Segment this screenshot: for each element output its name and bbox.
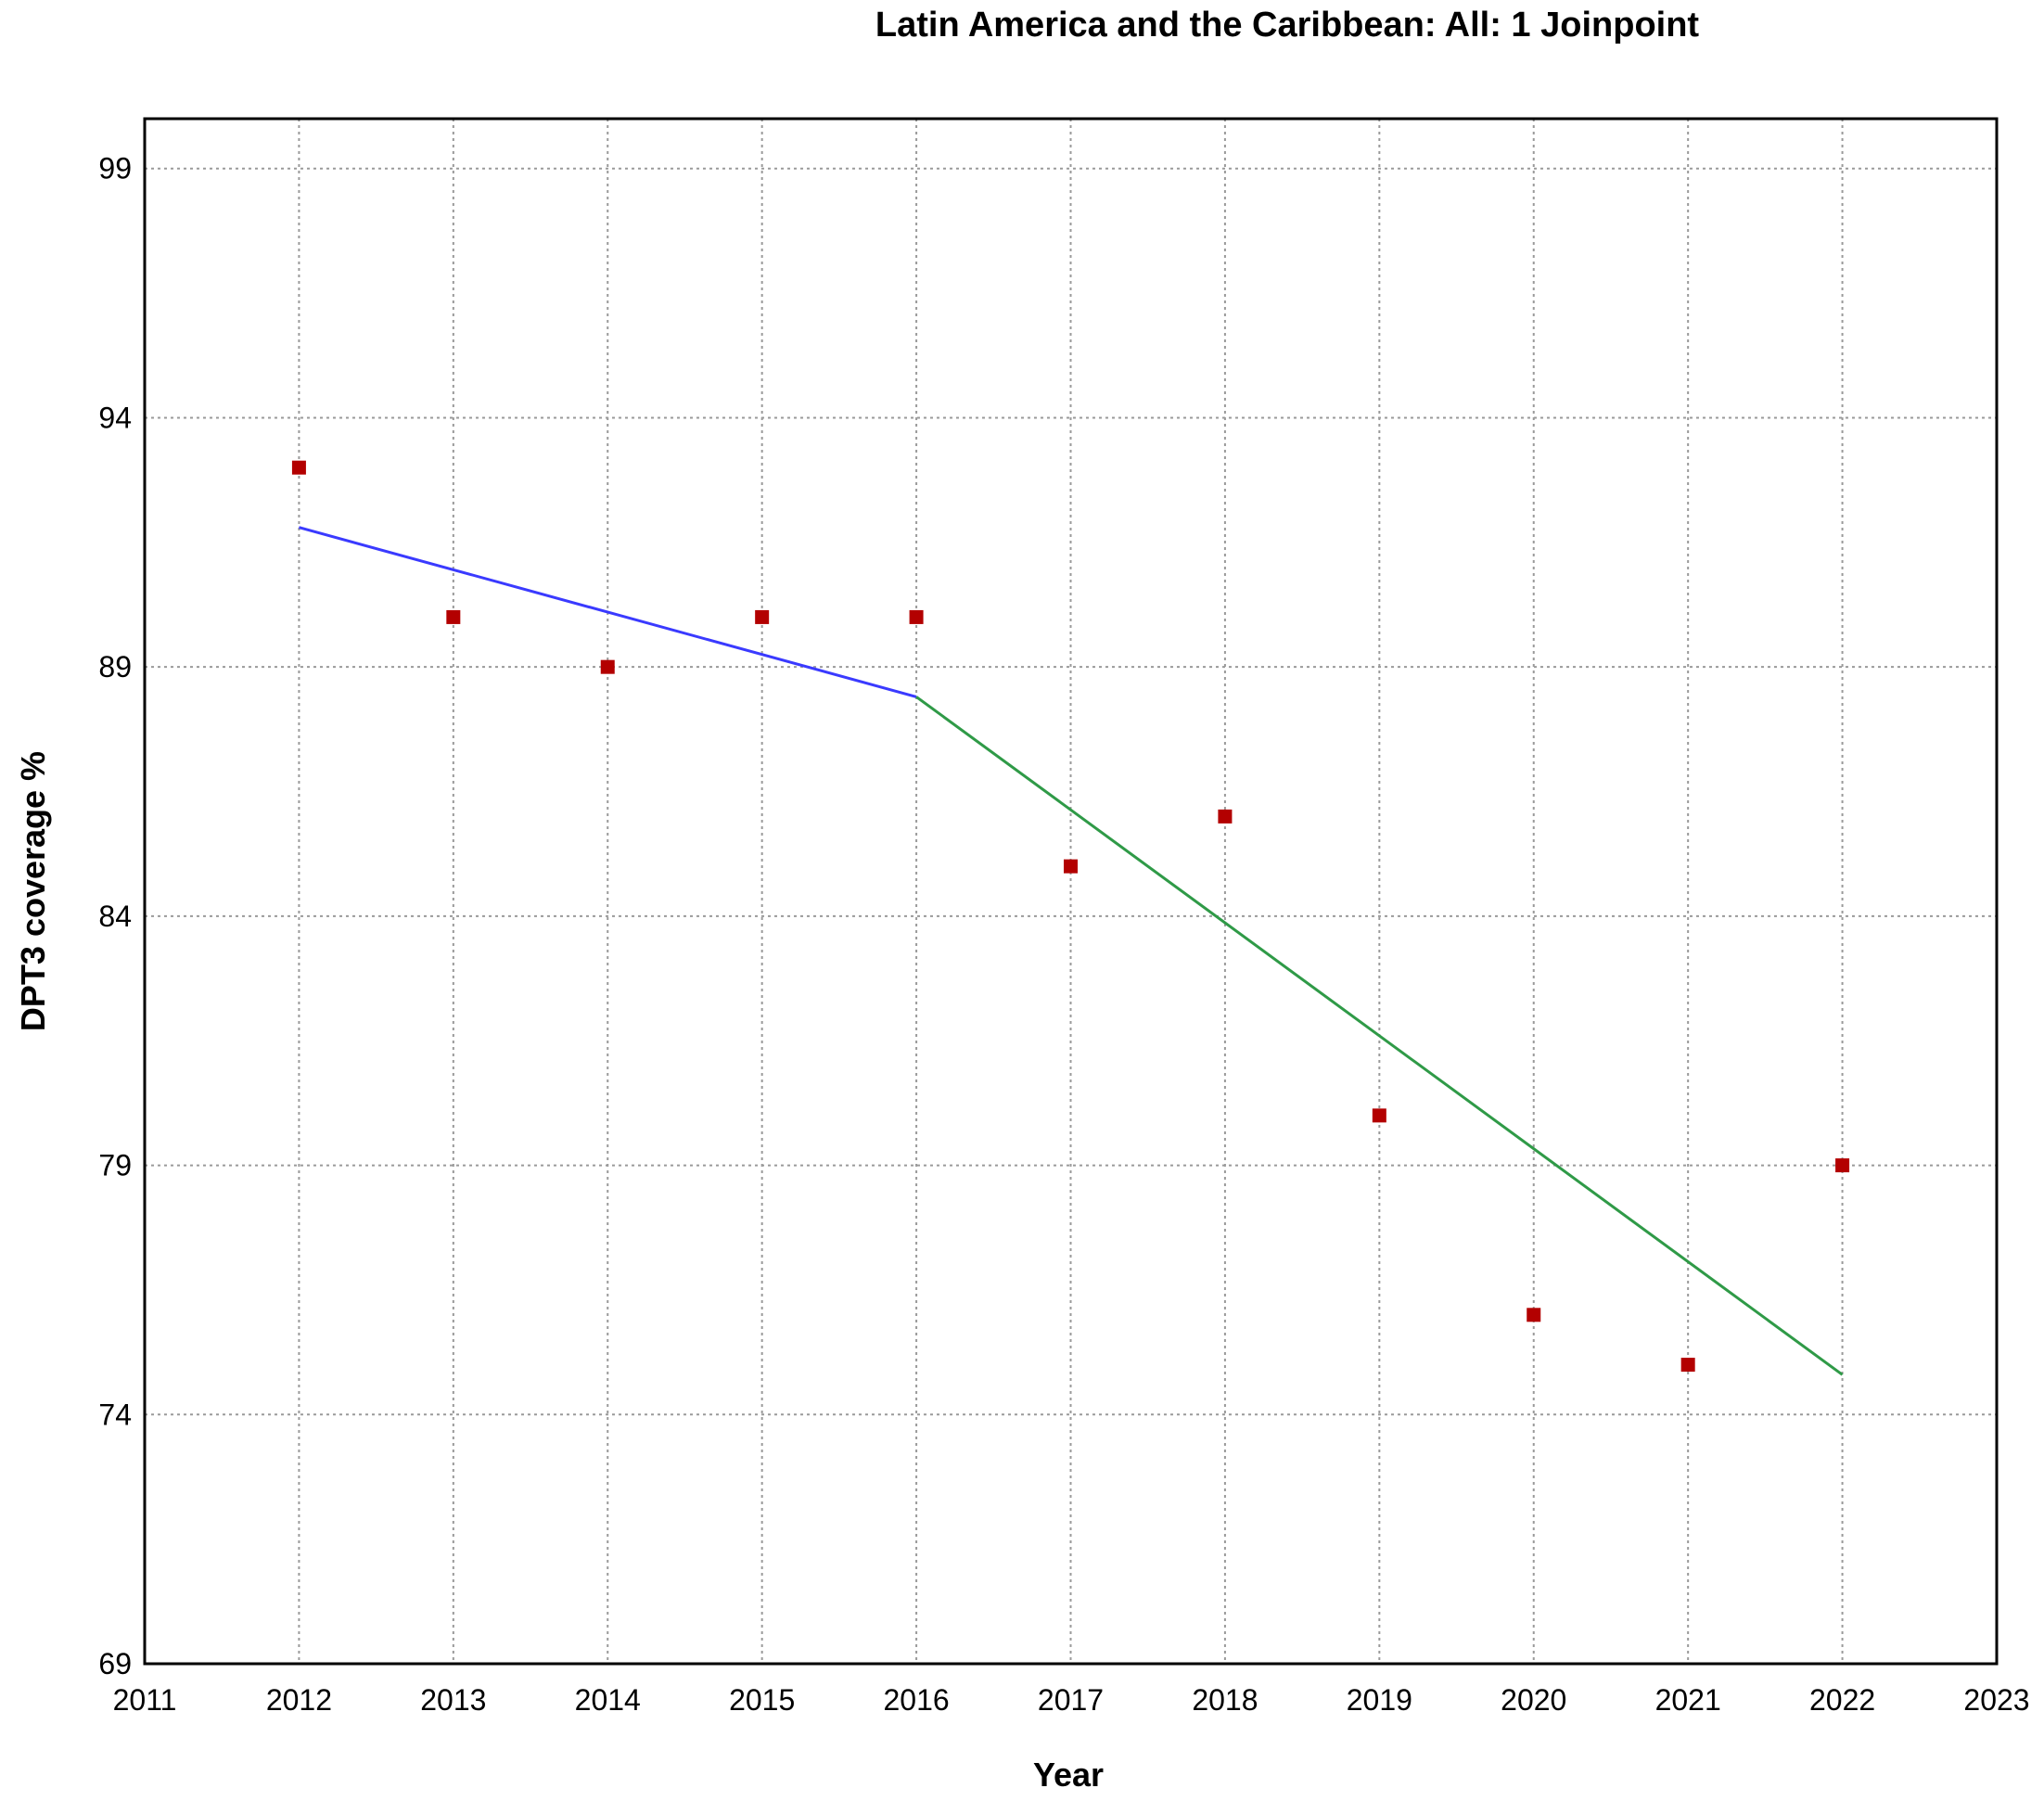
observed-point bbox=[600, 659, 615, 674]
x-tick-label: 2012 bbox=[266, 1683, 332, 1717]
series-layer bbox=[299, 526, 1844, 1376]
y-tick-label: 69 bbox=[98, 1647, 132, 1680]
y-tick-label: 94 bbox=[98, 401, 132, 434]
y-axis-label: DPT3 coverage % bbox=[14, 751, 52, 1031]
observed-point bbox=[1064, 859, 1078, 874]
joinpoint-segment-2 bbox=[915, 696, 1844, 1376]
point-layer bbox=[291, 460, 1850, 1373]
x-tick-label: 2015 bbox=[729, 1683, 795, 1717]
observed-point bbox=[1835, 1158, 1850, 1173]
y-tick-label: 99 bbox=[98, 152, 132, 185]
x-tick-label: 2018 bbox=[1192, 1683, 1258, 1717]
x-tick-label: 2019 bbox=[1347, 1683, 1412, 1717]
observed-point bbox=[291, 460, 306, 475]
y-tick-label: 84 bbox=[98, 900, 132, 933]
observed-point bbox=[1218, 809, 1233, 824]
observed-point bbox=[1372, 1108, 1386, 1123]
chart-title: Latin America and the Caribbean: All: 1 … bbox=[875, 6, 1700, 45]
y-tick-label: 74 bbox=[98, 1398, 132, 1431]
y-tick-label: 79 bbox=[98, 1149, 132, 1182]
observed-point bbox=[909, 609, 924, 624]
x-tick-label: 2016 bbox=[883, 1683, 949, 1717]
x-tick-label: 2014 bbox=[575, 1683, 641, 1717]
x-tick-label: 2011 bbox=[113, 1683, 177, 1717]
observed-point bbox=[755, 609, 770, 624]
x-tick-label: 2022 bbox=[1809, 1683, 1875, 1717]
observed-point bbox=[1680, 1358, 1695, 1373]
x-tick-label: 2020 bbox=[1501, 1683, 1566, 1717]
x-tick-label: 2021 bbox=[1655, 1683, 1721, 1717]
x-axis-label: Year bbox=[1033, 1756, 1104, 1794]
x-tick-label: 2023 bbox=[1963, 1683, 2029, 1717]
x-tick-label: 2013 bbox=[420, 1683, 486, 1717]
observed-point bbox=[446, 609, 461, 624]
x-tick-label: 2017 bbox=[1038, 1683, 1104, 1717]
observed-point bbox=[1527, 1308, 1541, 1322]
grid-layer bbox=[145, 119, 1997, 1664]
tick-layer: 2011 2012 2013 2014 2015 2016 2017 2018 2019 2020… bbox=[98, 152, 2029, 1717]
joinpoint-segment-1 bbox=[299, 526, 917, 698]
y-tick-label: 89 bbox=[98, 650, 132, 683]
plot-frame bbox=[143, 117, 1999, 1666]
